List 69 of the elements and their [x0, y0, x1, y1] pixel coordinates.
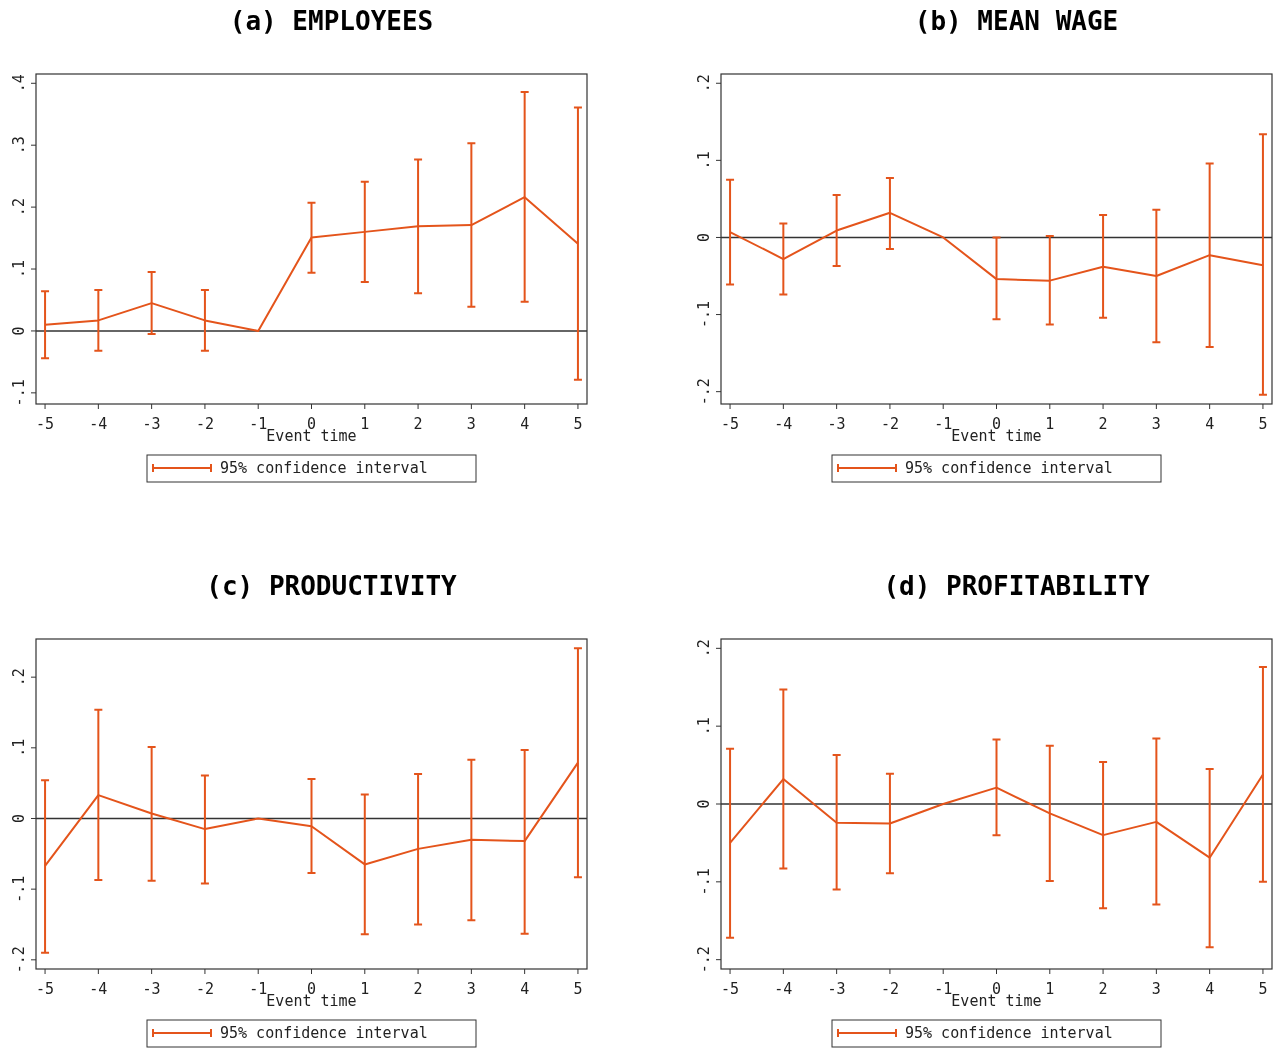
x-tick-label: 1 [360, 415, 370, 433]
x-tick-label: -2 [880, 980, 899, 998]
y-tick-label: -.1 [10, 875, 28, 903]
x-tick-label: -3 [827, 980, 846, 998]
y-tick-label: -.2 [10, 946, 28, 974]
x-tick-label: -3 [142, 980, 161, 998]
x-tick-label: -4 [774, 980, 793, 998]
x-tick-label: -5 [721, 415, 740, 433]
y-tick-label: .3 [10, 136, 28, 155]
x-tick-label: 1 [1045, 415, 1055, 433]
legend-label: 95% confidence interval [220, 1024, 428, 1042]
y-tick-label: .2 [10, 198, 28, 217]
x-tick-label: 1 [1045, 980, 1055, 998]
x-tick-label: -4 [89, 415, 108, 433]
x-tick-label: -5 [36, 980, 55, 998]
legend-label: 95% confidence interval [905, 1024, 1113, 1042]
y-tick-label: .1 [10, 738, 28, 757]
y-tick-label: 0 [10, 326, 28, 336]
chart-title: (b) MEAN WAGE [914, 6, 1119, 36]
x-tick-label: 1 [360, 980, 370, 998]
y-tick-label: -.1 [695, 301, 713, 329]
x-tick-label: -3 [827, 415, 846, 433]
x-tick-label: 3 [1151, 980, 1161, 998]
x-tick-label: 4 [520, 415, 530, 433]
y-tick-label: -.2 [695, 946, 713, 974]
x-tick-label: -4 [89, 980, 108, 998]
y-tick-label: -.1 [10, 379, 28, 407]
x-tick-label: -2 [880, 415, 899, 433]
x-tick-label: 5 [1258, 980, 1268, 998]
x-tick-label: 3 [466, 980, 476, 998]
y-tick-label: 0 [695, 232, 713, 242]
x-tick-label: -1 [249, 415, 268, 433]
y-tick-label: .2 [695, 639, 713, 658]
x-tick-label: -1 [934, 980, 953, 998]
y-tick-label: -.2 [695, 378, 713, 406]
y-tick-label: .1 [10, 260, 28, 279]
x-tick-label: -5 [721, 980, 740, 998]
x-tick-label: 2 [1098, 980, 1108, 998]
legend-label: 95% confidence interval [220, 459, 428, 477]
x-tick-label: 5 [573, 980, 583, 998]
x-tick-label: 2 [1098, 415, 1108, 433]
x-tick-label: -1 [934, 415, 953, 433]
chart-title: (c) PRODUCTIVITY [206, 571, 458, 601]
y-tick-label: .1 [695, 717, 713, 736]
x-tick-label: -3 [142, 415, 161, 433]
x-tick-label: 5 [1258, 415, 1268, 433]
y-tick-label: -.1 [695, 868, 713, 896]
x-tick-label: -5 [36, 415, 55, 433]
y-tick-label: .2 [10, 668, 28, 687]
x-tick-label: 5 [573, 415, 583, 433]
x-tick-label: 3 [466, 415, 476, 433]
x-tick-label: 4 [1205, 415, 1215, 433]
x-tick-label: 4 [520, 980, 530, 998]
y-tick-label: .1 [695, 151, 713, 170]
x-tick-label: -4 [774, 415, 793, 433]
x-tick-label: -2 [195, 980, 214, 998]
chart-title: (a) EMPLOYEES [229, 6, 434, 36]
x-tick-label: 4 [1205, 980, 1215, 998]
y-tick-label: .2 [695, 74, 713, 93]
x-tick-label: 3 [1151, 415, 1161, 433]
y-tick-label: 0 [695, 799, 713, 809]
y-tick-label: 0 [10, 813, 28, 823]
x-tick-label: -1 [249, 980, 268, 998]
x-tick-label: -2 [195, 415, 214, 433]
x-tick-label: 2 [413, 980, 423, 998]
y-tick-label: .4 [10, 74, 28, 93]
chart-title: (d) PROFITABILITY [883, 571, 1150, 601]
x-tick-label: 2 [413, 415, 423, 433]
legend-label: 95% confidence interval [905, 459, 1113, 477]
